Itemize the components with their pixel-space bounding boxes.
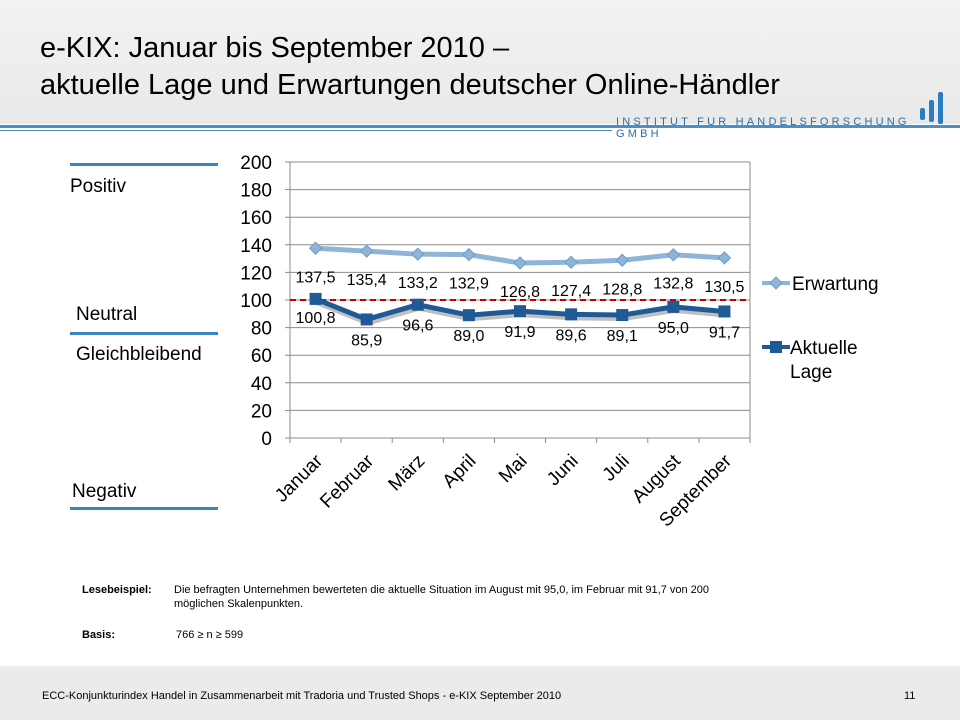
y-tick-label: 200 xyxy=(240,153,272,174)
data-label-erwartung: 137,5 xyxy=(296,269,336,286)
legend-marker-erwartung xyxy=(769,276,783,290)
footer xyxy=(0,666,960,720)
page-number: 11 xyxy=(904,690,916,702)
marker-aktuelle-lage xyxy=(616,309,629,322)
data-label-erwartung: 126,8 xyxy=(500,284,540,301)
x-tick-label: August xyxy=(628,450,685,507)
lesebeispiel-text: Die befragten Unternehmen bewerteten die… xyxy=(174,583,709,611)
title-line-1: e-KIX: Januar bis September 2010 – xyxy=(40,32,510,64)
header-divider xyxy=(0,125,960,128)
x-tick-label: März xyxy=(385,451,430,496)
x-tick-label: Juli xyxy=(599,451,634,486)
marker-erwartung xyxy=(462,247,476,262)
y-tick-label: 60 xyxy=(251,346,272,367)
neutral-line xyxy=(70,332,218,335)
ifh-logo-icon xyxy=(918,86,954,133)
data-label-erwartung: 132,8 xyxy=(653,276,693,293)
x-tick-label: Januar xyxy=(271,450,327,506)
data-label-aktuelle-lage: 89,6 xyxy=(556,327,587,344)
lesebeispiel-label: Lesebeispiel: xyxy=(82,584,152,596)
x-tick-label: April xyxy=(439,451,481,493)
marker-erwartung xyxy=(717,251,732,265)
data-label-erwartung: 135,4 xyxy=(347,272,387,289)
lesebeispiel-line-1: Die befragten Unternehmen bewerteten die… xyxy=(174,584,710,596)
y-tick-label: 140 xyxy=(240,236,272,257)
marker-aktuelle-lage xyxy=(514,305,526,318)
data-label-aktuelle-lage: 91,9 xyxy=(504,324,535,341)
marker-erwartung xyxy=(564,255,578,269)
data-label-aktuelle-lage: 89,0 xyxy=(453,328,484,345)
legend-marker-aktuelle-lage xyxy=(770,341,782,353)
data-label-aktuelle-lage: 96,6 xyxy=(402,318,433,335)
data-label-erwartung: 128,8 xyxy=(602,281,642,298)
x-tick-label: Februar xyxy=(316,450,378,512)
label-positiv: Positiv xyxy=(70,176,126,197)
legend-label-aktuelle-lage-line1: Aktuelle xyxy=(790,338,858,359)
data-label-aktuelle-lage: 85,9 xyxy=(351,332,382,349)
marker-erwartung xyxy=(308,241,323,255)
marker-erwartung xyxy=(513,256,527,270)
marker-erwartung xyxy=(411,247,425,261)
marker-erwartung xyxy=(666,248,681,262)
x-tick-label: September xyxy=(655,450,736,531)
marker-aktuelle-lage xyxy=(667,300,680,313)
y-tick-label: 20 xyxy=(251,401,272,422)
positiv-line xyxy=(70,163,218,166)
footer-text: ECC-Konjunkturindex Handel in Zusammenar… xyxy=(42,690,562,702)
legend-label-erwartung: Erwartung xyxy=(792,274,879,295)
basis-label: Basis: xyxy=(82,629,116,641)
header xyxy=(0,0,960,124)
marker-aktuelle-lage xyxy=(565,308,578,321)
marker-aktuelle-lage xyxy=(411,298,424,311)
institute-name: INSTITUT FUR HANDELSFORSCHUNG GMBH xyxy=(616,116,910,140)
series-shadow-aktuelle-lage xyxy=(315,299,726,326)
marker-aktuelle-lage xyxy=(462,309,475,322)
lesebeispiel-line-2: möglichen Skalenpunkten. xyxy=(174,598,304,610)
marker-aktuelle-lage xyxy=(360,313,373,326)
marker-aktuelle-lage xyxy=(309,292,322,305)
y-tick-label: 160 xyxy=(240,208,272,229)
data-label-aktuelle-lage: 89,1 xyxy=(607,328,638,345)
title-line-2: aktuelle Lage und Erwartungen deutscher … xyxy=(40,69,780,101)
data-label-aktuelle-lage: 91,7 xyxy=(709,324,740,341)
series-line-aktuelle-lage xyxy=(314,296,725,322)
label-negativ: Negativ xyxy=(72,481,137,502)
label-gleichbleibend: Gleichbleibend xyxy=(76,344,202,365)
marker-erwartung xyxy=(359,244,374,258)
legend-label-aktuelle-lage-line2: Lage xyxy=(790,362,832,383)
marker-aktuelle-lage xyxy=(718,305,731,318)
y-tick-label: 0 xyxy=(261,429,272,450)
basis-text: 766 ≥ n ≥ 599 xyxy=(176,629,244,641)
y-tick-label: 40 xyxy=(251,374,272,395)
y-tick-label: 180 xyxy=(240,181,272,202)
negativ-line xyxy=(70,507,218,510)
header-divider-thin xyxy=(0,130,612,131)
x-tick-label: Mai xyxy=(495,451,532,488)
data-label-erwartung: 130,5 xyxy=(704,279,744,296)
y-tick-label: 80 xyxy=(251,319,272,340)
data-label-erwartung: 132,9 xyxy=(449,276,489,293)
y-tick-label: 120 xyxy=(240,263,272,284)
label-neutral: Neutral xyxy=(76,304,138,325)
y-tick-label: 100 xyxy=(240,291,272,312)
x-tick-label: Juni xyxy=(543,451,582,490)
data-label-erwartung: 127,4 xyxy=(551,283,591,300)
data-label-erwartung: 133,2 xyxy=(398,275,438,292)
marker-erwartung xyxy=(615,253,629,267)
series-line-erwartung xyxy=(315,245,725,266)
data-label-aktuelle-lage: 100,8 xyxy=(296,310,336,327)
data-label-aktuelle-lage: 95,0 xyxy=(658,320,689,337)
page-title: e-KIX: Januar bis September 2010 – aktue… xyxy=(40,30,780,104)
